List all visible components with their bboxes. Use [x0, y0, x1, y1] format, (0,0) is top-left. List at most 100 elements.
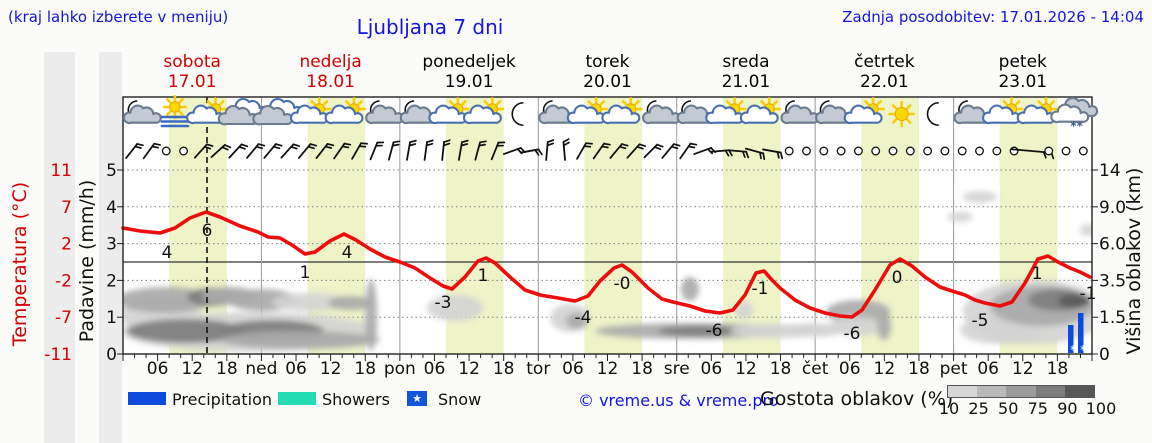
wind-row [125, 138, 1088, 161]
temp-value-label: 4 [342, 243, 353, 263]
calm-icon [923, 146, 933, 156]
calm-icon [1061, 146, 1071, 156]
snow-mark: * [1070, 343, 1076, 357]
temp-value-label: -6 [844, 324, 861, 344]
precip-tick: 5 [106, 161, 117, 181]
calm-icon [975, 146, 984, 156]
wind-barb-icon [351, 142, 368, 160]
wind-barb-icon [441, 139, 451, 161]
wind-barb-icon [280, 143, 300, 159]
day-header: četrtek 22.01 [814, 52, 954, 92]
calm-icon [905, 146, 915, 156]
daytime-band [722, 97, 781, 354]
sun-cloud-icon [705, 97, 747, 125]
wind-barb-icon [387, 140, 401, 161]
showers-swatch [278, 392, 316, 405]
hour-label: 12 [320, 359, 342, 379]
sun-icon [888, 100, 915, 128]
sun-cloud-icon [324, 97, 366, 125]
cloudheight-tick: 1.5 [1099, 308, 1126, 328]
hour-label: 12 [1012, 359, 1034, 379]
calm-icon [784, 146, 794, 156]
hour-label: 06 [839, 359, 861, 379]
hour-label: 18 [216, 359, 238, 379]
snow-star-icon: ★ [407, 391, 427, 406]
calm-icon [161, 146, 171, 156]
temp-tick: -2 [55, 271, 72, 291]
day-abbrev-label: sre [664, 359, 690, 379]
wind-barb-icon [369, 141, 385, 161]
cloudheight-tick: 0 [1099, 345, 1110, 365]
temp-value-label: -3 [435, 293, 452, 313]
wind-barb-icon [519, 148, 543, 156]
temp-value-label: -1 [1080, 284, 1097, 304]
clouds-icon [252, 97, 304, 126]
calm-icon [1078, 146, 1088, 156]
calm-icon [957, 146, 967, 156]
day-abbrev-label: pet [940, 359, 968, 379]
day-date: 17.01 [167, 72, 217, 92]
wind-barb-icon [263, 143, 283, 159]
temp-value-label: 4 [162, 243, 173, 263]
snow-label: Snow [438, 390, 482, 409]
wind-barb-icon [661, 143, 681, 159]
temp-value-label: 1 [478, 266, 489, 286]
temp-value-label: -4 [575, 308, 592, 328]
copyright-link[interactable]: © vreme.us & vreme.pro [578, 391, 779, 410]
hour-label: 18 [493, 359, 515, 379]
calm-icon [853, 146, 863, 156]
wind-barb-icon [576, 142, 593, 160]
cloud-density-label: Gostota oblakov (%) [760, 388, 954, 410]
day-abbrev-label: pon [384, 359, 416, 379]
axis-strip-left-temp [44, 52, 75, 443]
temp-tick: -11 [44, 345, 72, 365]
precipitation-label: Precipitation [172, 390, 273, 409]
showers-label: Showers [322, 390, 390, 409]
day-abbrev-label: ned [245, 359, 277, 379]
day-header: sobota 17.01 [122, 52, 262, 92]
sun-cloud-icon [739, 97, 782, 125]
precip-tick: 0 [106, 345, 117, 365]
wind-barb-icon [457, 139, 469, 161]
precip-tick: 4 [106, 198, 117, 218]
snow-cloud-icon: ** [1050, 96, 1099, 133]
precipitation-bar [1068, 325, 1074, 353]
clouds-icon [217, 97, 269, 126]
wind-barb-icon [406, 139, 417, 161]
hour-label: 18 [908, 359, 930, 379]
hour-label: 06 [285, 359, 307, 379]
wind-barb-icon [423, 139, 434, 161]
wind-barb-icon [142, 142, 161, 160]
legend: Precipitation Showers ★ Snow © vreme.us … [0, 385, 1152, 418]
sun-cloud-icon [566, 97, 609, 125]
precipitation-swatch [128, 392, 166, 405]
wind-barb-icon [474, 140, 487, 161]
daytime-band [584, 97, 643, 354]
day-name: sobota [163, 52, 221, 72]
wind-barb-icon [679, 142, 698, 160]
wind-barb-icon [228, 143, 249, 159]
hour-label: 18 [770, 359, 792, 379]
temp-value-label: -6 [706, 321, 723, 341]
day-name: ponedeljek [422, 52, 516, 72]
wind-barb-icon [727, 149, 750, 159]
wind-barb-icon [762, 148, 784, 160]
wind-barb-icon [562, 138, 570, 161]
calm-icon [992, 146, 1002, 156]
moon-icon [511, 101, 524, 127]
sun-fog-icon [160, 95, 190, 128]
wind-barb-icon [744, 147, 766, 161]
page-title: Ljubljana 7 dni [356, 15, 504, 39]
cloudheight-tick: 14 [1099, 161, 1121, 181]
snow-mark: * [1080, 343, 1086, 357]
hour-label: 12 [735, 359, 757, 379]
wind-barb-icon [545, 139, 555, 161]
day-date: 19.01 [444, 72, 494, 92]
calm-icon [802, 146, 811, 156]
day-date: 23.01 [998, 72, 1048, 92]
day-name: torek [585, 52, 630, 72]
hour-label: 12 [458, 359, 480, 379]
day-name: sreda [722, 52, 770, 72]
